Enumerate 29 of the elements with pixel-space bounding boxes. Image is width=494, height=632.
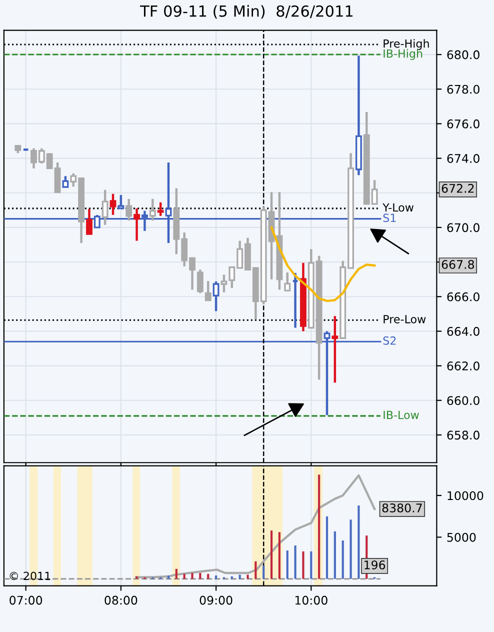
ref-line-label: Y-Low: [382, 203, 414, 212]
chart-title: TF 09-11 (5 Min) 8/26/2011: [140, 5, 353, 19]
ref-line-label: Pre-Low: [384, 315, 426, 324]
y-tick-label: 670.0: [447, 223, 480, 232]
y-tick-label: 664.0: [447, 326, 480, 336]
ref-line-label: IB-High: [384, 49, 422, 60]
annotation: © 2011: [10, 572, 50, 580]
x-tick-label: 10:00: [295, 596, 328, 605]
annotation: 672.2: [442, 184, 474, 193]
x-tick-label: 07:00: [10, 596, 42, 605]
data-label: 196: [364, 560, 386, 570]
data-label: 8380.7: [382, 503, 422, 512]
y-tick-label: 5000: [447, 532, 476, 542]
x-tick-label: 08:00: [104, 596, 138, 605]
y-tick-label: 658.0: [447, 430, 480, 440]
y-tick-label: 10000: [448, 491, 484, 500]
ref-line-label: S2: [383, 336, 396, 345]
ref-line-label: IB-Low: [384, 410, 419, 420]
x-tick-label: 09:00: [200, 596, 232, 605]
y-tick-label: 680.0: [447, 50, 480, 60]
y-tick-label: 676.0: [447, 119, 480, 128]
ref-line-label: S1: [383, 214, 396, 222]
y-tick-label: 678.0: [447, 84, 480, 94]
y-tick-label: 660.0: [447, 396, 480, 406]
y-tick-label: 674.0: [447, 154, 480, 163]
annotation: 667.8: [442, 260, 474, 269]
y-tick-label: 666.0: [447, 292, 480, 302]
ref-line-label: Pre-High: [384, 39, 429, 50]
y-tick-label: 662.0: [447, 362, 480, 370]
